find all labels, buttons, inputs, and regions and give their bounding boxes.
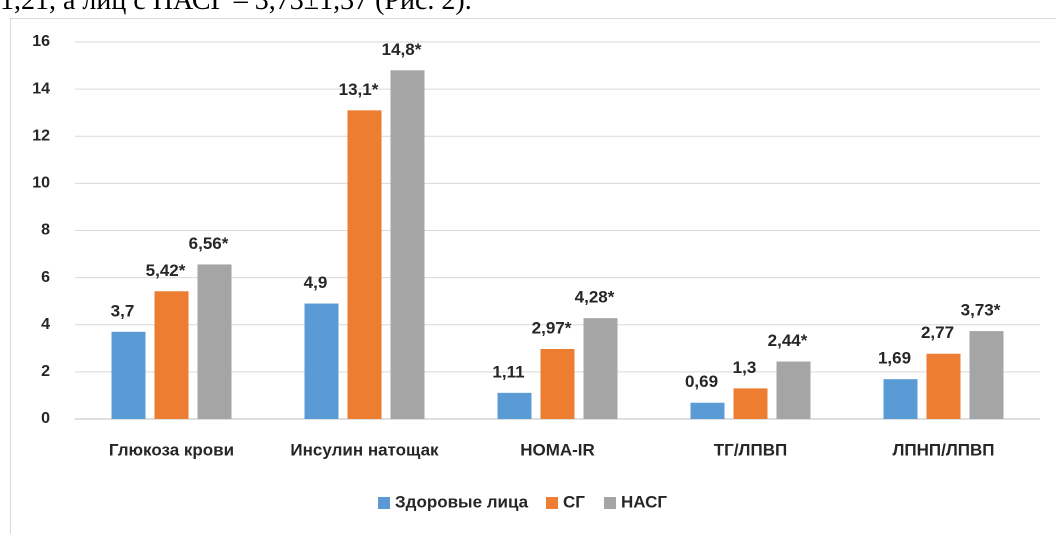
y-tick-label: 14 xyxy=(32,80,50,97)
x-tick-label: ТГ/ЛПВП xyxy=(714,440,787,459)
data-label: 5,42* xyxy=(146,261,186,280)
legend-label: Здоровые лица xyxy=(395,492,529,511)
data-label: 14,8* xyxy=(382,40,422,59)
x-tick-label: Глюкоза крови xyxy=(109,440,234,459)
y-tick-label: 16 xyxy=(32,33,50,50)
legend-label: СГ xyxy=(563,492,585,511)
data-label: 13,1* xyxy=(339,80,379,99)
bar xyxy=(690,402,725,419)
bar xyxy=(347,110,382,420)
y-tick-label: 6 xyxy=(41,269,50,286)
data-label: 4,28* xyxy=(575,288,615,307)
y-tick-label: 2 xyxy=(41,363,50,380)
bar xyxy=(733,388,768,419)
bar xyxy=(883,379,918,419)
chart-frame xyxy=(10,18,1056,534)
bar xyxy=(197,264,232,419)
bar xyxy=(926,353,961,419)
x-tick-label: ЛПНП/ЛПВП xyxy=(892,440,994,459)
data-label: 1,69 xyxy=(878,349,911,368)
y-tick-label: 12 xyxy=(32,127,50,144)
data-label: 1,11 xyxy=(492,362,524,381)
y-tick-label: 8 xyxy=(41,222,50,239)
data-label: 2,77 xyxy=(921,323,954,342)
bar xyxy=(111,331,146,419)
bar xyxy=(540,349,575,419)
data-label: 6,56* xyxy=(189,234,229,253)
context-text: 1,21, а лиц с НАСГ – 3,73±1,37 (Рис. 2). xyxy=(0,0,472,16)
data-label: 4,9 xyxy=(304,273,328,292)
bar xyxy=(776,361,811,419)
data-label: 3,7 xyxy=(111,301,135,320)
bar xyxy=(154,291,189,419)
legend-swatch xyxy=(378,497,390,509)
data-label: 2,97* xyxy=(532,319,572,338)
x-tick-label: Инсулин натощак xyxy=(290,440,439,459)
data-label: 3,73* xyxy=(961,301,1001,320)
bar xyxy=(390,70,425,420)
legend-label: НАСГ xyxy=(621,492,667,511)
y-tick-label: 0 xyxy=(41,410,50,427)
bar xyxy=(497,392,532,419)
x-tick-label: HOMA-IR xyxy=(520,440,595,459)
legend-swatch xyxy=(546,497,558,509)
bar xyxy=(583,318,618,419)
y-tick-label: 4 xyxy=(41,316,50,333)
data-label: 2,44* xyxy=(768,331,808,350)
bar xyxy=(969,331,1004,419)
data-label: 1,3 xyxy=(733,358,757,377)
y-tick-label: 10 xyxy=(32,175,50,192)
bar xyxy=(304,303,339,419)
legend-swatch xyxy=(604,497,616,509)
data-label: 0,69 xyxy=(685,372,718,391)
